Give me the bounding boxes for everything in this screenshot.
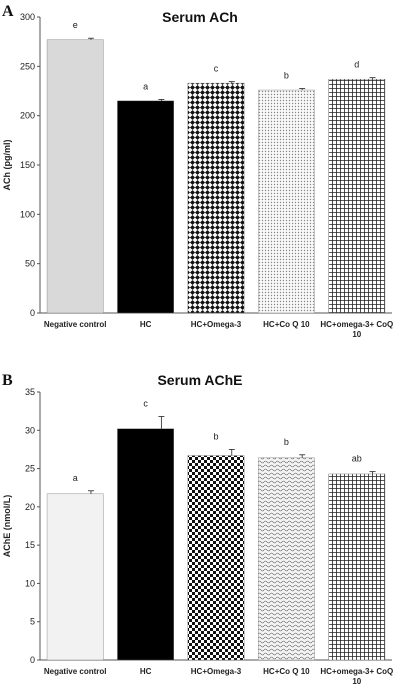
y-tick-label: 300 [20,12,35,22]
bar [117,428,174,661]
ache-bar-chart: B Serum AChE AChE (nmol/L) 0 5 10 15 20 25 30 35 a… [2,372,393,686]
x-tick-label: HC+Omega-3 [191,320,242,329]
y-tick-label: 250 [20,61,35,71]
y-tick-label: 150 [20,160,35,170]
x-tick-label: Negative control [44,320,107,329]
bar [328,78,386,314]
x-tick-label: HC+Co Q 10 [263,667,310,676]
y-axis-label: AChE (nmol/L) [2,495,12,558]
x-tick-label: HC+Omega-3 [191,667,242,676]
y-tick-label: 20 [25,502,35,512]
x-tick-label: HC [140,320,152,329]
y-tick-label: 15 [25,540,35,550]
significance-label: ab [352,454,362,464]
significance-label: d [354,60,359,70]
bar [117,100,174,314]
significance-label: c [214,64,219,74]
ach-bar-chart: A Serum ACh ACh (pg/ml) 0 50 100 150 200 250 300… [2,3,393,339]
significance-label: e [73,20,78,30]
bar [187,82,245,314]
y-tick-label: 25 [25,464,35,474]
panel-label: B [2,372,13,389]
y-axis-label: ACh (pg/ml) [2,140,12,191]
chart-title: Serum ACh [162,9,238,25]
significance-label: c [143,399,148,409]
significance-label: b [213,431,218,441]
y-tick-label: 35 [25,387,35,397]
bar [46,39,104,314]
y-tick-label: 50 [25,259,35,269]
y-tick-label: 5 [30,617,35,627]
chart-title: Serum AChE [157,372,242,388]
y-tick-label: 10 [25,578,35,588]
significance-label: a [143,81,148,91]
x-tick-label: HC+omega-3+ CoQ 10 [320,320,393,339]
y-tick-label: 0 [30,308,35,318]
bar [46,493,104,661]
significance-label: b [284,71,289,81]
x-tick-label: Negative control [44,667,107,676]
panel-label: A [2,3,14,20]
y-tick-label: 0 [30,655,35,665]
bar [328,473,386,661]
y-tick-label: 100 [20,209,35,219]
bar [187,455,245,661]
bar [258,89,315,314]
y-tick-label: 200 [20,111,35,121]
y-tick-label: 30 [25,425,35,435]
x-tick-label: HC+Co Q 10 [263,320,310,329]
x-tick-label: HC [140,667,152,676]
significance-label: a [73,473,78,483]
bar [258,457,315,661]
significance-label: b [284,437,289,447]
x-tick-label: HC+omega-3+ CoQ 10 [320,667,393,686]
